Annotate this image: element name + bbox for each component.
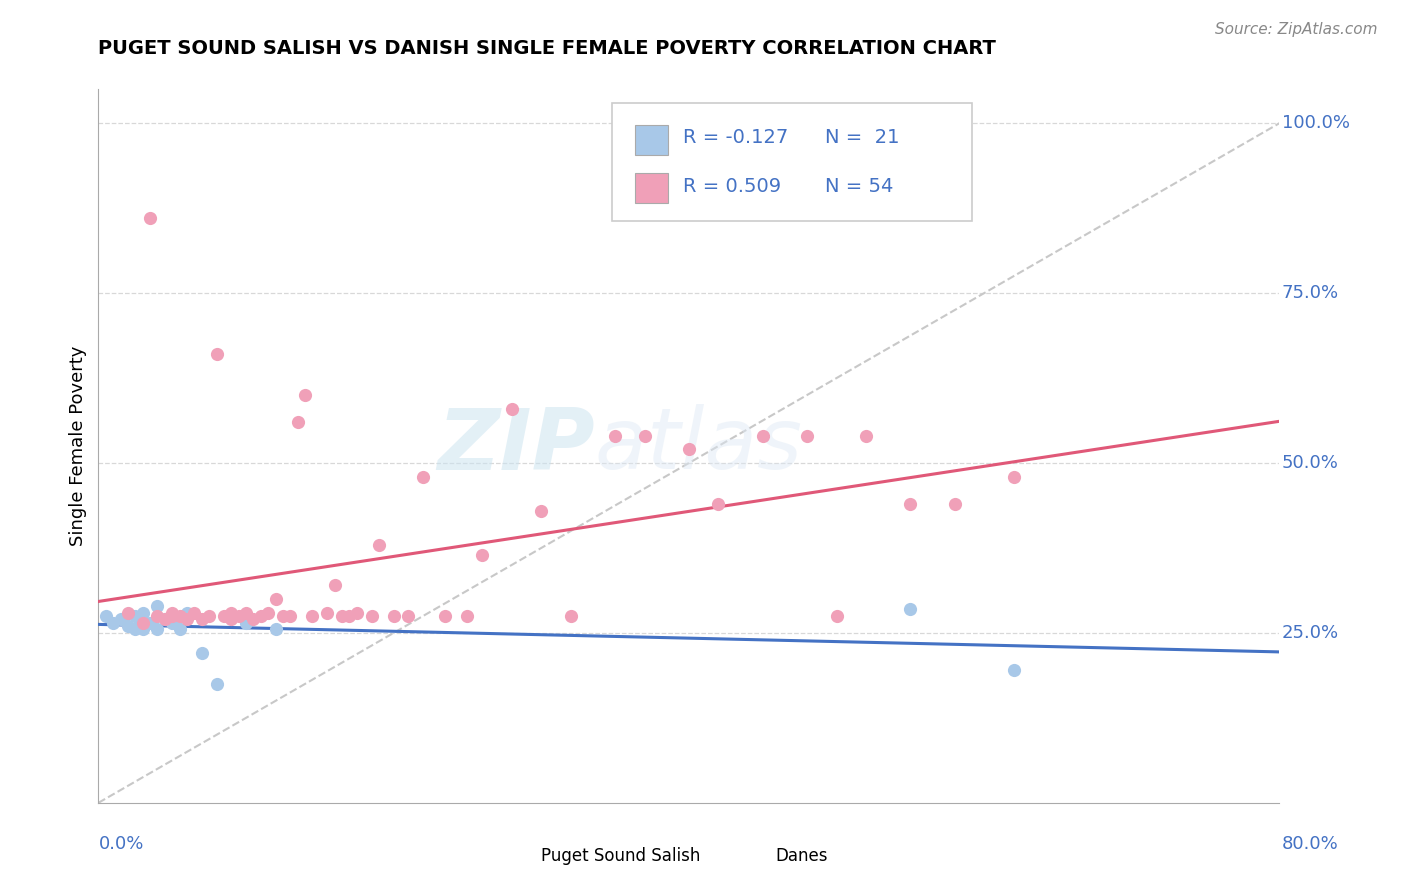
Point xyxy=(235,615,257,630)
Text: 80.0%: 80.0% xyxy=(1282,835,1339,853)
Point xyxy=(271,608,294,623)
Point xyxy=(456,608,478,623)
Point xyxy=(235,606,257,620)
Point xyxy=(751,429,773,443)
Point xyxy=(287,415,309,429)
Text: Source: ZipAtlas.com: Source: ZipAtlas.com xyxy=(1215,22,1378,37)
Point xyxy=(183,606,205,620)
Point xyxy=(124,608,146,623)
Point xyxy=(146,623,169,637)
Point xyxy=(250,608,273,623)
Point xyxy=(191,646,214,660)
Point xyxy=(139,615,162,630)
FancyBboxPatch shape xyxy=(612,103,973,221)
Point xyxy=(301,608,323,623)
Point xyxy=(132,615,155,630)
Point xyxy=(139,211,162,226)
Text: atlas: atlas xyxy=(595,404,803,488)
Point xyxy=(117,606,139,620)
Point xyxy=(707,497,730,511)
Point xyxy=(633,429,655,443)
Point xyxy=(169,608,191,623)
Point xyxy=(368,537,391,551)
Point xyxy=(396,608,419,623)
Point xyxy=(94,608,117,623)
Point xyxy=(278,608,302,623)
Text: Danes: Danes xyxy=(775,847,828,865)
Point xyxy=(205,347,228,361)
Point xyxy=(146,608,169,623)
FancyBboxPatch shape xyxy=(737,844,766,869)
FancyBboxPatch shape xyxy=(506,844,536,869)
Point xyxy=(219,612,242,626)
Point xyxy=(294,388,316,402)
Point xyxy=(146,599,169,613)
Point xyxy=(900,602,922,616)
Point xyxy=(1002,469,1025,483)
Text: Puget Sound Salish: Puget Sound Salish xyxy=(541,847,700,865)
Point xyxy=(242,612,264,626)
Point xyxy=(337,608,360,623)
Point xyxy=(205,677,228,691)
Point xyxy=(382,608,405,623)
Point xyxy=(471,548,494,562)
Point xyxy=(110,612,132,626)
Text: 100.0%: 100.0% xyxy=(1282,114,1350,132)
Point xyxy=(330,608,353,623)
Point xyxy=(605,429,627,443)
Point xyxy=(191,612,214,626)
Point xyxy=(162,615,183,630)
Text: N =  21: N = 21 xyxy=(825,128,900,147)
Point xyxy=(132,623,155,637)
Y-axis label: Single Female Poverty: Single Female Poverty xyxy=(69,346,87,546)
Point xyxy=(900,497,922,511)
Text: 25.0%: 25.0% xyxy=(1282,624,1339,642)
Point xyxy=(264,591,287,606)
Point xyxy=(264,623,287,637)
Text: R = 0.509: R = 0.509 xyxy=(683,177,782,195)
FancyBboxPatch shape xyxy=(634,173,668,203)
Point xyxy=(434,608,457,623)
Point xyxy=(153,612,176,626)
Point xyxy=(825,608,848,623)
Point xyxy=(176,612,198,626)
Point xyxy=(316,606,339,620)
Point xyxy=(323,578,346,592)
FancyBboxPatch shape xyxy=(634,125,668,155)
Point xyxy=(855,429,877,443)
Point xyxy=(219,606,242,620)
Point xyxy=(169,623,191,637)
Point xyxy=(1002,663,1025,677)
Text: R = -0.127: R = -0.127 xyxy=(683,128,789,147)
Point xyxy=(162,606,183,620)
Point xyxy=(501,401,523,416)
Point xyxy=(176,606,198,620)
Text: ZIP: ZIP xyxy=(437,404,595,488)
Point xyxy=(346,606,368,620)
Point xyxy=(132,606,155,620)
Point xyxy=(257,606,280,620)
Text: N = 54: N = 54 xyxy=(825,177,893,195)
Point xyxy=(117,619,139,633)
Point xyxy=(153,612,176,626)
Point xyxy=(560,608,582,623)
Text: PUGET SOUND SALISH VS DANISH SINGLE FEMALE POVERTY CORRELATION CHART: PUGET SOUND SALISH VS DANISH SINGLE FEMA… xyxy=(98,39,997,58)
Point xyxy=(796,429,818,443)
Point xyxy=(943,497,966,511)
Point xyxy=(360,608,382,623)
Point xyxy=(124,623,146,637)
Text: 75.0%: 75.0% xyxy=(1282,284,1339,302)
Point xyxy=(530,503,553,517)
Point xyxy=(162,608,183,623)
Point xyxy=(412,469,434,483)
Point xyxy=(678,442,700,457)
Text: 50.0%: 50.0% xyxy=(1282,454,1339,472)
Point xyxy=(212,608,235,623)
Point xyxy=(198,608,221,623)
Text: 0.0%: 0.0% xyxy=(98,835,143,853)
Point xyxy=(103,615,125,630)
Point xyxy=(228,608,250,623)
